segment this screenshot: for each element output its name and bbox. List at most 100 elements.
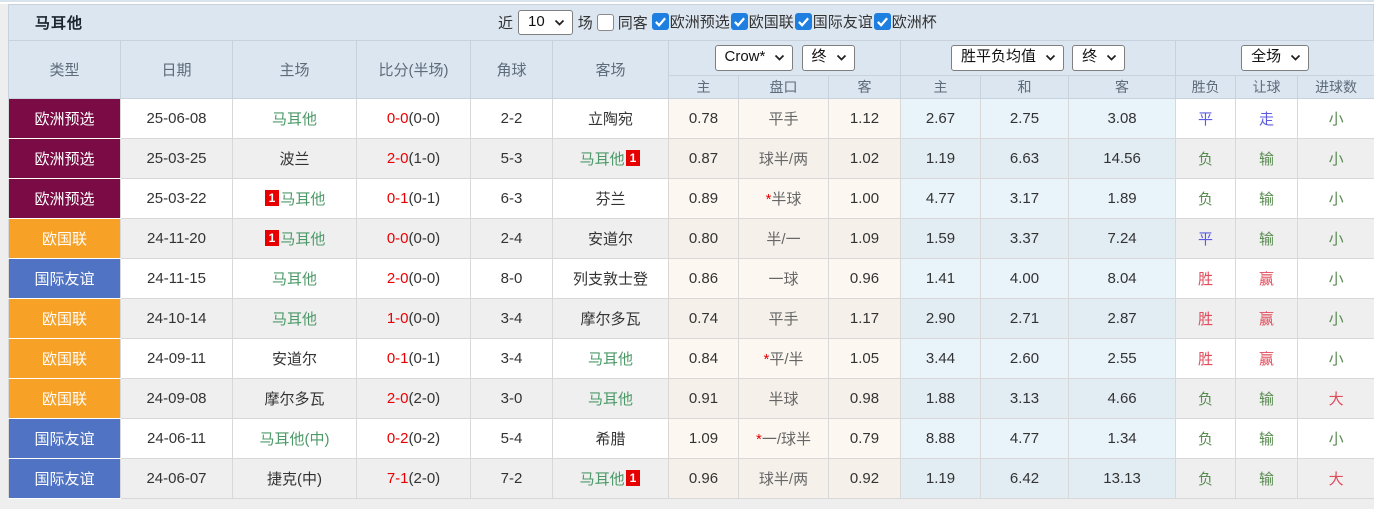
goals-result-cell: 小 <box>1297 218 1374 259</box>
home-team-link[interactable]: 马耳他 <box>272 111 317 128</box>
away-team-link[interactable]: 希腊 <box>595 431 625 448</box>
home-team-link[interactable]: 马耳他 <box>272 311 317 328</box>
home-team-link[interactable]: 1 马耳他 <box>264 190 325 208</box>
outcome-result-cell: 负 <box>1175 378 1237 419</box>
filter-label: 欧洲杯 <box>891 14 937 31</box>
avg-draw-odds-cell: 4.00 <box>980 258 1070 299</box>
score-cell: 0-1(0-1) <box>356 178 471 219</box>
away-team-cell: 希腊 <box>552 418 669 459</box>
filter-checkbox-2[interactable] <box>794 13 812 30</box>
filter-checkbox-3[interactable] <box>873 13 891 30</box>
col-header-date: 日期 <box>120 40 233 99</box>
avg-lose-odds-cell: 1.89 <box>1068 178 1177 219</box>
away-team-link[interactable]: 马耳他 <box>588 391 633 408</box>
team-matches-panel: 马耳他 近 10 场 同客 欧洲预选 欧国联 国际友谊 欧洲杯 类型 日期 主场 <box>8 4 1374 499</box>
home-team-cell: 安道尔 <box>232 338 357 379</box>
scope-select[interactable]: 全场 <box>1241 45 1310 71</box>
away-team-link[interactable]: 马耳他 <box>588 351 633 368</box>
home-team-link[interactable]: 马耳他(中) <box>260 431 330 448</box>
average-odds-select[interactable]: 胜平负均值 <box>950 45 1064 71</box>
red-card-badge: 1 <box>625 470 641 486</box>
home-team-cell: 马耳他 <box>232 258 357 299</box>
corner-cell: 6-3 <box>470 178 553 219</box>
away-team-link[interactable]: 芬兰 <box>595 191 625 208</box>
handicap-star: * <box>755 431 762 448</box>
crow-home-odds-cell: 0.80 <box>668 218 739 259</box>
handicap-star: * <box>763 351 770 368</box>
col-header-score: 比分(半场) <box>356 40 471 99</box>
crow-away-odds-cell: 1.00 <box>827 178 902 219</box>
recent-count-select[interactable]: 10 <box>518 9 573 36</box>
chevron-down-icon <box>1290 54 1301 61</box>
corner-cell: 5-4 <box>470 418 553 459</box>
bookmaker-time-select[interactable]: 终 <box>801 45 855 71</box>
recent-label: 近 <box>498 15 514 32</box>
handicap-line-cell: 平手 <box>738 298 829 339</box>
crow-home-odds-cell: 0.78 <box>668 98 739 139</box>
away-team-link[interactable]: 马耳他 1 <box>579 470 642 488</box>
competition-type-badge: 欧国联 <box>8 338 121 379</box>
handicap-result-cell: 输 <box>1235 458 1299 499</box>
crow-away-odds-cell: 1.02 <box>827 138 902 179</box>
away-team-link[interactable]: 列支敦士登 <box>573 271 648 288</box>
average-time-select[interactable]: 终 <box>1072 45 1126 71</box>
home-team-cell: 摩尔多瓦 <box>232 378 357 419</box>
score-cell: 7-1(2-0) <box>356 458 471 499</box>
avg-win-odds-cell: 1.19 <box>900 138 982 179</box>
away-team-cell: 马耳他 <box>552 338 669 379</box>
competition-type-badge: 欧洲预选 <box>8 178 121 219</box>
home-team-link[interactable]: 1 马耳他 <box>264 230 325 248</box>
away-team-link[interactable]: 立陶宛 <box>588 111 633 128</box>
halftime-score: (2-0) <box>408 390 441 407</box>
goals-result-cell: 小 <box>1297 418 1374 459</box>
outcome-result-cell: 平 <box>1175 98 1237 139</box>
sub-col-header-outcome: 胜负 <box>1175 75 1237 99</box>
bookmaker-select-group: Crow* 终 <box>667 40 902 76</box>
handicap-result-cell: 赢 <box>1235 298 1299 339</box>
away-team-link[interactable]: 摩尔多瓦 <box>580 311 640 328</box>
home-team-cell: 马耳他 <box>232 298 357 339</box>
team-name: 马耳他 <box>579 151 625 168</box>
crow-away-odds-cell: 1.17 <box>827 298 902 339</box>
goals-result-cell: 小 <box>1297 138 1374 179</box>
avg-lose-odds-cell: 1.34 <box>1068 418 1177 459</box>
home-team-link[interactable]: 马耳他 <box>272 271 317 288</box>
corner-cell: 3-4 <box>470 338 553 379</box>
home-team-cell: 马耳他(中) <box>232 418 357 459</box>
match-row: 国际友谊 24-06-07 捷克(中) 7-1(2-0) 7-2 马耳他 1 0.96 球半/两… <box>8 458 1374 499</box>
avg-win-odds-cell: 2.67 <box>900 98 982 139</box>
handicap-result-cell: 输 <box>1235 218 1299 259</box>
match-row: 欧洲预选 25-03-25 波兰 2-0(1-0) 5-3 马耳他 1 0.87 球半/两 1.0… <box>8 138 1374 179</box>
recent-suffix-label: 场 <box>577 15 593 32</box>
competition-type-badge: 国际友谊 <box>8 418 121 459</box>
home-team-link[interactable]: 捷克(中) <box>267 471 322 488</box>
filter-label: 欧国联 <box>748 14 794 31</box>
bookmaker-select[interactable]: Crow* <box>714 45 794 71</box>
crow-home-odds-cell: 0.89 <box>668 178 739 219</box>
team-name: 马耳他 <box>579 471 625 488</box>
fulltime-score: 2-0 <box>386 150 409 167</box>
match-row: 欧国联 24-10-14 马耳他 1-0(0-0) 3-4 摩尔多瓦 0.74 平手 1.17 2… <box>8 298 1374 339</box>
sub-col-header-crow-handicap: 盘口 <box>738 75 829 99</box>
goals-result-cell: 小 <box>1297 258 1374 299</box>
competition-type-badge: 欧国联 <box>8 298 121 339</box>
filter-checkbox-1[interactable] <box>730 13 748 30</box>
handicap-result-cell: 赢 <box>1235 338 1299 379</box>
crow-home-odds-cell: 0.84 <box>668 338 739 379</box>
handicap-result-cell: 走 <box>1235 98 1299 139</box>
fulltime-score: 0-0 <box>386 230 409 247</box>
goals-result-cell: 小 <box>1297 178 1374 219</box>
home-team-link[interactable]: 波兰 <box>279 151 309 168</box>
away-team-link[interactable]: 安道尔 <box>588 231 633 248</box>
competition-type-badge: 国际友谊 <box>8 258 121 299</box>
same-away-checkbox[interactable] <box>596 14 614 31</box>
handicap-result-cell: 输 <box>1235 378 1299 419</box>
home-team-link[interactable]: 安道尔 <box>272 351 317 368</box>
filter-checkbox-0[interactable] <box>651 13 669 30</box>
red-card-badge: 1 <box>264 230 280 246</box>
away-team-link[interactable]: 马耳他 1 <box>579 150 642 168</box>
same-away-label: 同客 <box>617 15 648 32</box>
avg-draw-odds-cell: 2.75 <box>980 98 1070 139</box>
home-team-link[interactable]: 摩尔多瓦 <box>264 391 324 408</box>
date-cell: 24-09-08 <box>120 378 233 419</box>
